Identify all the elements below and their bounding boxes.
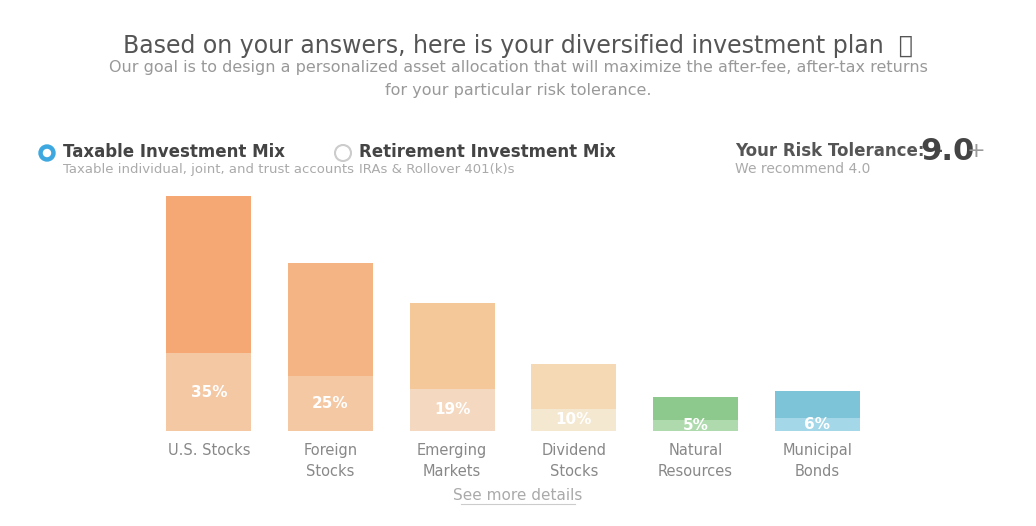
Text: Natural
Resources: Natural Resources <box>658 443 733 479</box>
Text: 9.0: 9.0 <box>920 137 974 166</box>
Text: See more details: See more details <box>454 489 582 503</box>
Text: Your Risk Tolerance:  -: Your Risk Tolerance: - <box>735 142 954 160</box>
Bar <box>531 409 616 431</box>
Text: 35%: 35% <box>191 385 227 400</box>
Text: Dividend
Stocks: Dividend Stocks <box>542 443 606 479</box>
Circle shape <box>44 149 51 157</box>
Text: 6%: 6% <box>804 417 830 432</box>
Text: 25%: 25% <box>312 396 349 411</box>
Bar <box>409 389 495 431</box>
Text: +: + <box>960 141 985 161</box>
Text: Foreign
Stocks: Foreign Stocks <box>304 443 357 479</box>
Bar <box>531 364 616 409</box>
Text: 19%: 19% <box>434 402 470 418</box>
Text: Based on your answers, here is your diversified investment plan  ⓘ: Based on your answers, here is your dive… <box>123 34 913 58</box>
Text: IRAs & Rollover 401(k)s: IRAs & Rollover 401(k)s <box>359 163 515 176</box>
Text: We recommend 4.0: We recommend 4.0 <box>735 162 870 176</box>
Text: 10%: 10% <box>555 412 592 428</box>
Bar <box>409 304 495 389</box>
Text: Retirement Investment Mix: Retirement Investment Mix <box>359 143 615 161</box>
Bar <box>653 420 738 431</box>
Text: Taxable Investment Mix: Taxable Investment Mix <box>63 143 285 161</box>
Text: Our goal is to design a personalized asset allocation that will maximize the aft: Our goal is to design a personalized ass… <box>109 60 927 98</box>
Text: U.S. Stocks: U.S. Stocks <box>168 443 250 458</box>
Bar <box>775 418 860 431</box>
Text: Taxable individual, joint, and trust accounts: Taxable individual, joint, and trust acc… <box>63 163 354 176</box>
Text: Municipal
Bonds: Municipal Bonds <box>782 443 852 479</box>
Text: 5%: 5% <box>683 418 709 433</box>
Text: Emerging
Markets: Emerging Markets <box>418 443 487 479</box>
Bar <box>166 196 252 353</box>
Bar <box>288 263 373 376</box>
Bar <box>166 353 252 431</box>
Bar <box>775 391 860 418</box>
Bar <box>653 398 738 420</box>
Circle shape <box>39 145 55 161</box>
Bar <box>288 376 373 431</box>
